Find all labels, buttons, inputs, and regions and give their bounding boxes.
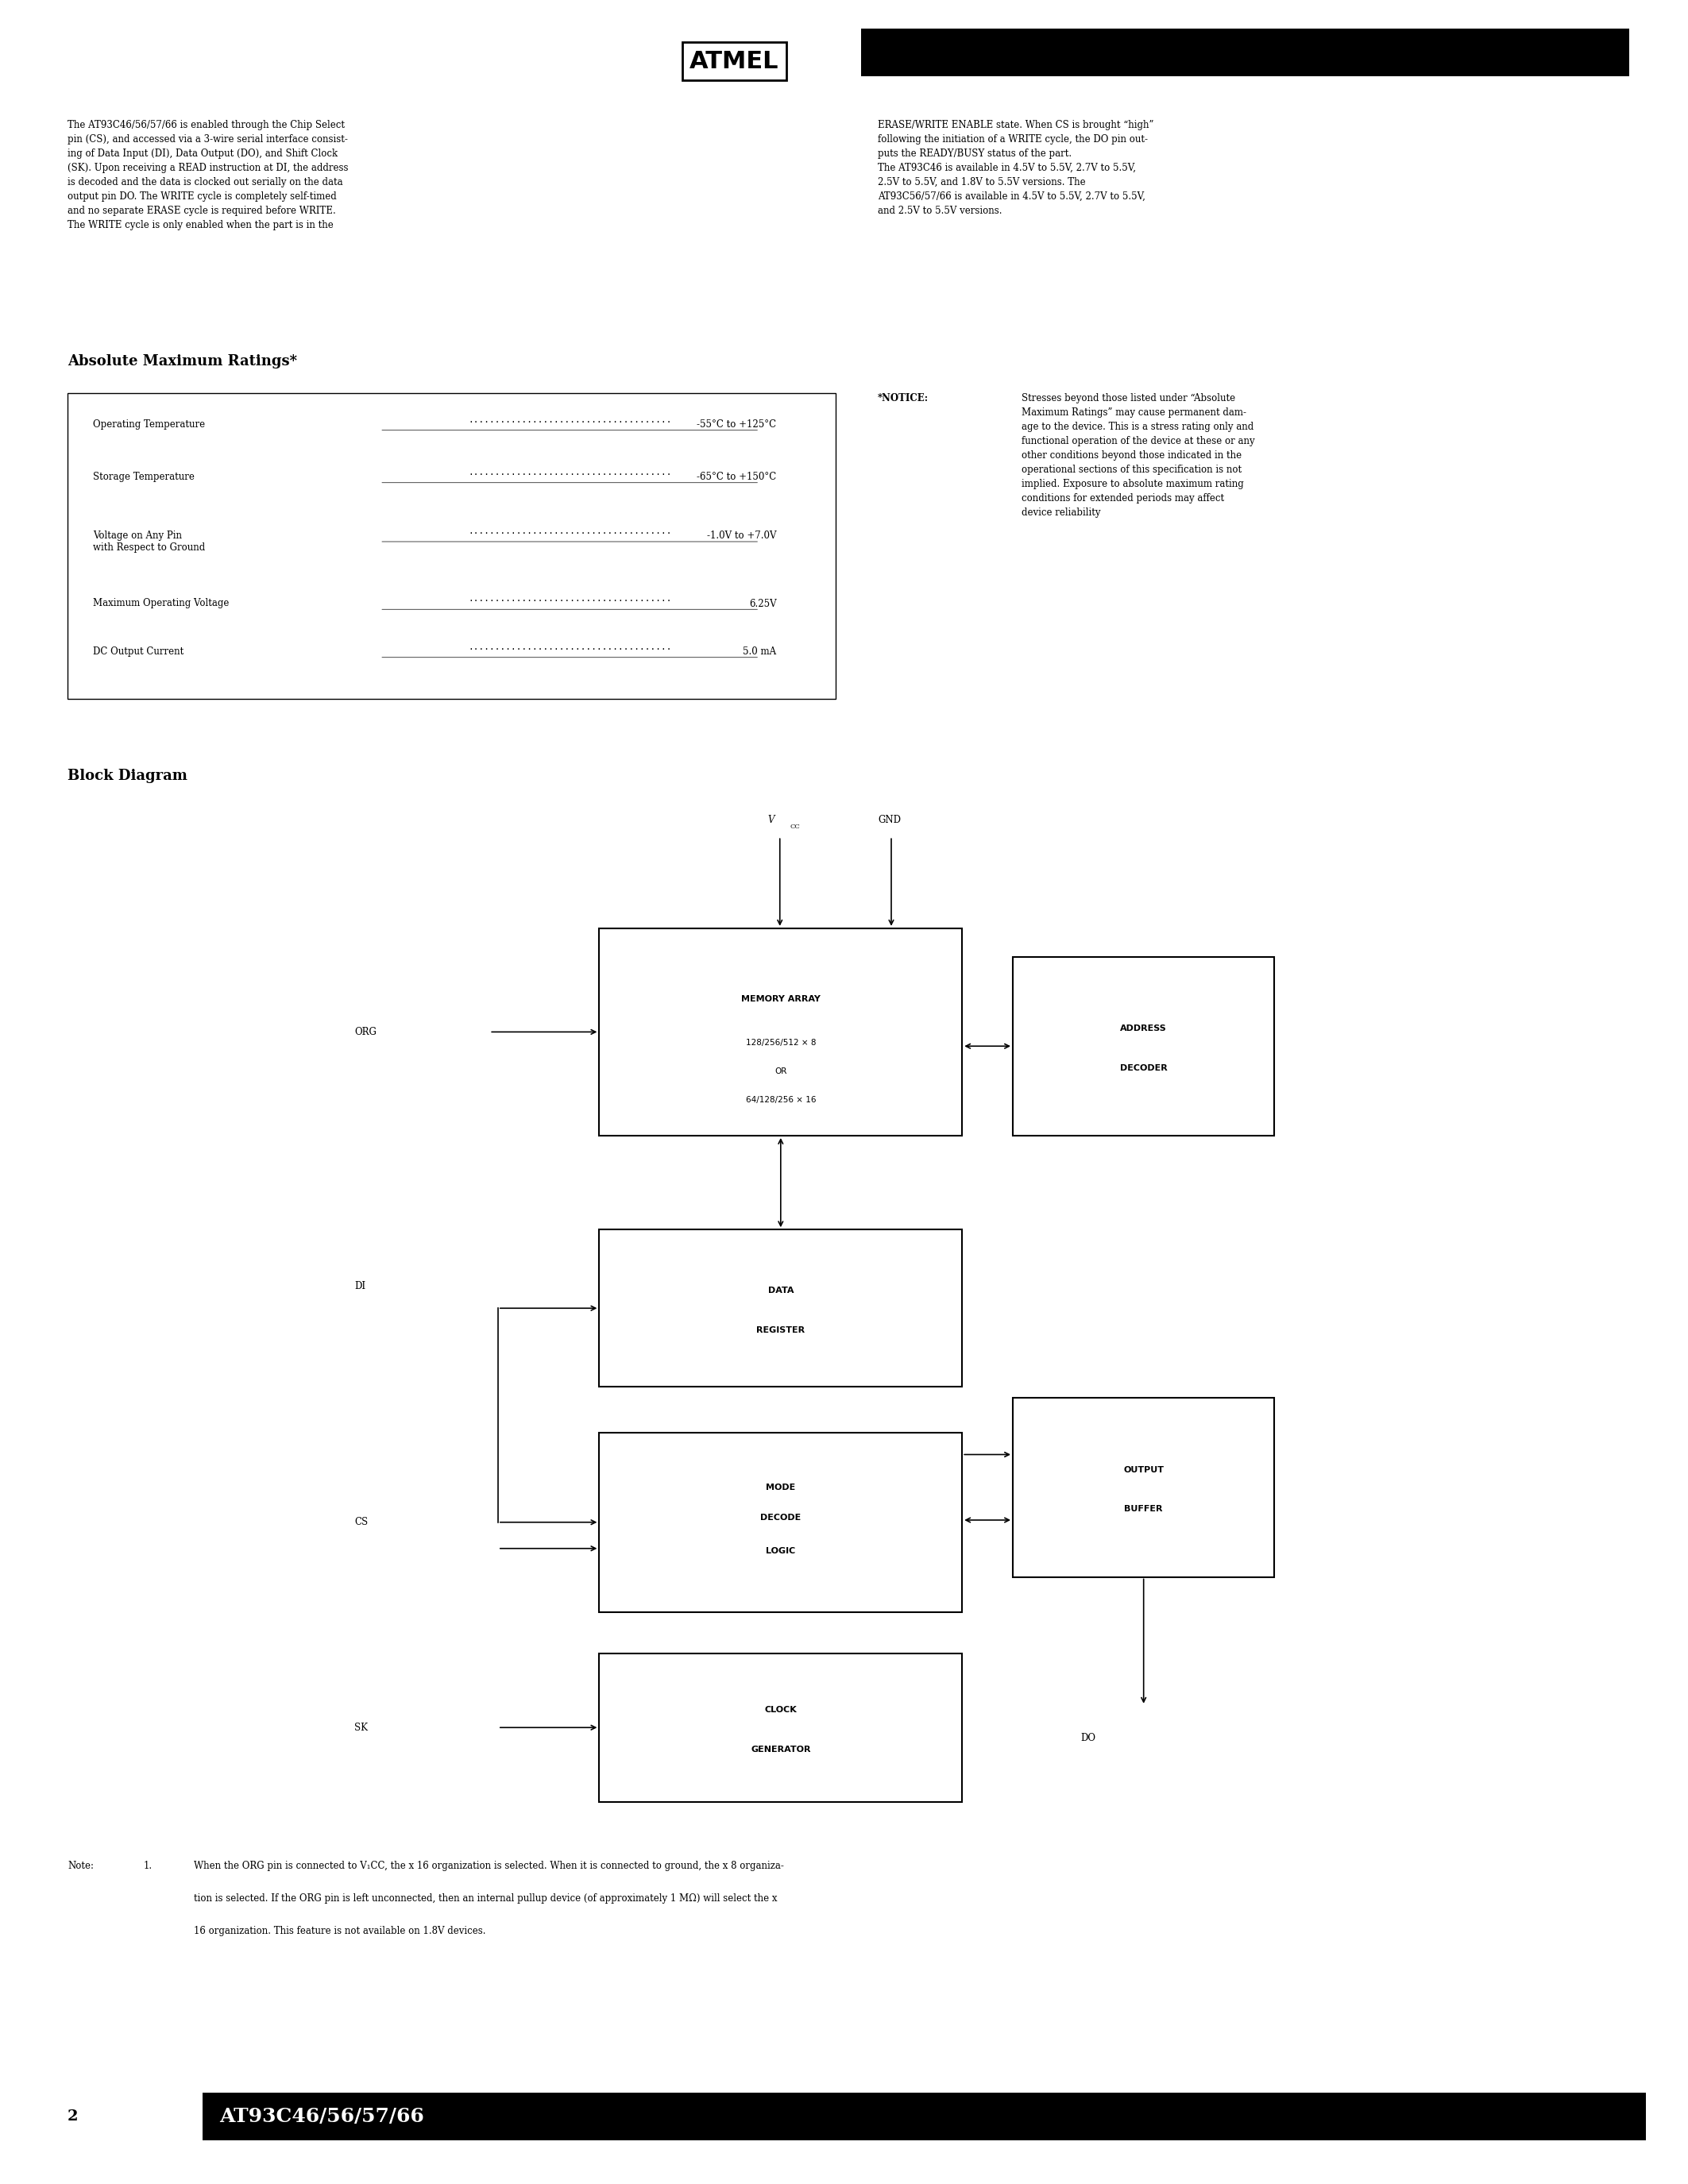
Text: -55°C to +125°C: -55°C to +125°C	[697, 419, 776, 430]
Text: MEMORY ARRAY: MEMORY ARRAY	[741, 996, 820, 1002]
FancyBboxPatch shape	[599, 1230, 962, 1387]
Text: Absolute Maximum Ratings*: Absolute Maximum Ratings*	[68, 354, 297, 369]
Text: -1.0V to +7.0V: -1.0V to +7.0V	[707, 531, 776, 542]
FancyBboxPatch shape	[203, 2092, 1646, 2140]
Text: V: V	[768, 815, 775, 826]
Text: DECODER: DECODER	[1119, 1064, 1168, 1072]
Text: Storage Temperature: Storage Temperature	[93, 472, 194, 483]
Text: When the ORG pin is connected to V₁CC, the x 16 organization is selected. When i: When the ORG pin is connected to V₁CC, t…	[194, 1861, 785, 1872]
Text: ATMEL: ATMEL	[690, 50, 778, 72]
FancyBboxPatch shape	[599, 928, 962, 1136]
Text: DC Output Current: DC Output Current	[93, 646, 184, 657]
Text: Voltage on Any Pin
with Respect to Ground: Voltage on Any Pin with Respect to Groun…	[93, 531, 204, 553]
Text: ORG: ORG	[354, 1026, 376, 1037]
Text: ......................................: ......................................	[468, 642, 672, 651]
Text: CC: CC	[790, 823, 800, 830]
FancyBboxPatch shape	[861, 28, 1629, 76]
Text: 5.0 mA: 5.0 mA	[743, 646, 776, 657]
Text: Operating Temperature: Operating Temperature	[93, 419, 204, 430]
Text: Maximum Operating Voltage: Maximum Operating Voltage	[93, 598, 230, 609]
Text: GND: GND	[878, 815, 901, 826]
Text: The AT93C46/56/57/66 is enabled through the Chip Select
pin (CS), and accessed v: The AT93C46/56/57/66 is enabled through …	[68, 120, 348, 232]
Text: REGISTER: REGISTER	[756, 1326, 805, 1334]
Text: Note:: Note:	[68, 1861, 95, 1872]
FancyBboxPatch shape	[599, 1433, 962, 1612]
FancyBboxPatch shape	[1013, 1398, 1274, 1577]
Text: OUTPUT: OUTPUT	[1124, 1465, 1165, 1474]
Text: ADDRESS: ADDRESS	[1121, 1024, 1166, 1033]
Text: SK: SK	[354, 1723, 368, 1732]
Text: Stresses beyond those listed under “Absolute
Maximum Ratings” may cause permanen: Stresses beyond those listed under “Abso…	[1021, 393, 1254, 518]
Text: LOGIC: LOGIC	[766, 1546, 795, 1555]
Text: 2: 2	[68, 2110, 78, 2123]
Text: 128/256/512 × 8: 128/256/512 × 8	[746, 1040, 815, 1046]
Text: *NOTICE:: *NOTICE:	[878, 393, 928, 404]
Text: ......................................: ......................................	[468, 594, 672, 603]
FancyBboxPatch shape	[68, 393, 836, 699]
Text: CS: CS	[354, 1518, 368, 1527]
Text: ......................................: ......................................	[468, 467, 672, 476]
Text: BUFFER: BUFFER	[1124, 1505, 1163, 1514]
Text: GENERATOR: GENERATOR	[751, 1745, 810, 1754]
Text: tion is selected. If the ORG pin is left unconnected, then an internal pullup de: tion is selected. If the ORG pin is left…	[194, 1894, 778, 1904]
Text: ......................................: ......................................	[468, 526, 672, 535]
Text: 1.: 1.	[143, 1861, 152, 1872]
Text: 6.25V: 6.25V	[749, 598, 776, 609]
Text: 64/128/256 × 16: 64/128/256 × 16	[746, 1096, 815, 1103]
Text: DATA: DATA	[768, 1286, 793, 1295]
Text: -65°C to +150°C: -65°C to +150°C	[697, 472, 776, 483]
Text: ......................................: ......................................	[468, 415, 672, 424]
Text: MODE: MODE	[766, 1483, 795, 1492]
Text: DO: DO	[1080, 1734, 1096, 1743]
Text: ERASE/WRITE ENABLE state. When CS is brought “high”
following the initiation of : ERASE/WRITE ENABLE state. When CS is bro…	[878, 120, 1155, 216]
Text: AT93C46/56/57/66: AT93C46/56/57/66	[219, 2108, 424, 2125]
Text: CLOCK: CLOCK	[765, 1706, 797, 1714]
Text: DI: DI	[354, 1282, 366, 1291]
Text: Block Diagram: Block Diagram	[68, 769, 187, 784]
Text: 16 organization. This feature is not available on 1.8V devices.: 16 organization. This feature is not ava…	[194, 1926, 486, 1937]
Text: DECODE: DECODE	[760, 1514, 802, 1522]
Text: OR: OR	[775, 1068, 787, 1075]
FancyBboxPatch shape	[599, 1653, 962, 1802]
FancyBboxPatch shape	[1013, 957, 1274, 1136]
